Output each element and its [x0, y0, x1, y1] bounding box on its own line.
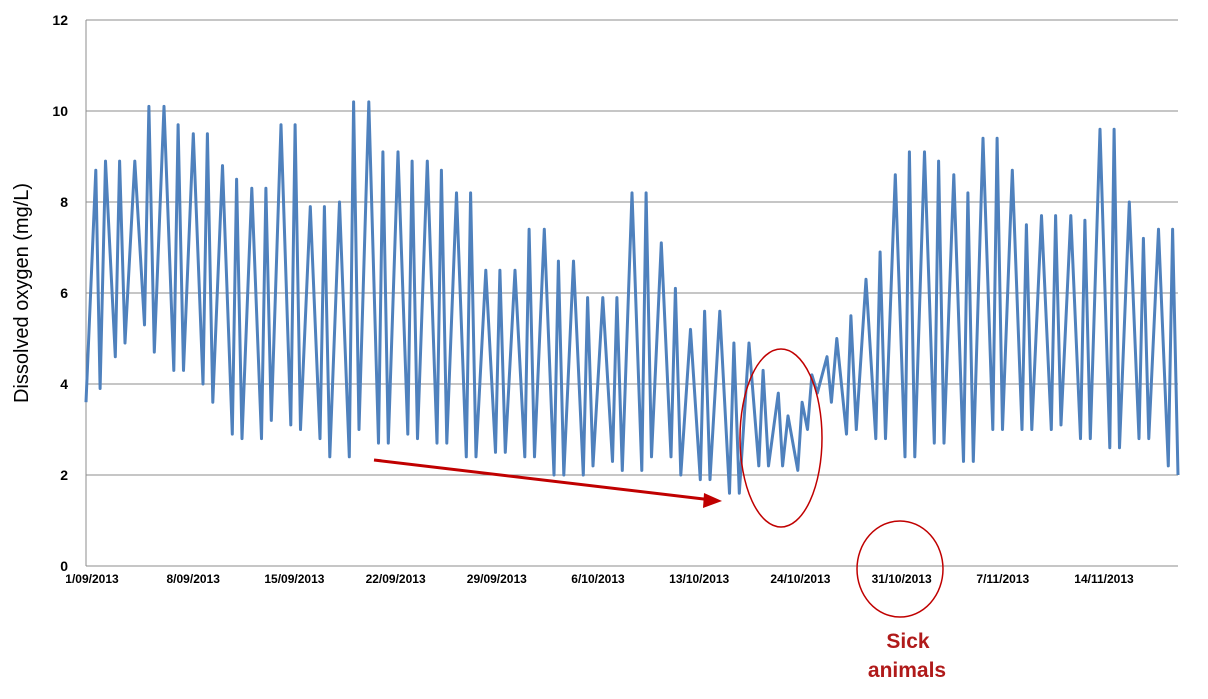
axes — [85, 20, 1178, 567]
trend-arrow — [373, 458, 713, 502]
sick-label-line1: Sick — [886, 630, 930, 653]
x-tick-labels: 1/09/2013 8/09/2013 15/09/2013 22/09/2013 29… — [65, 572, 1134, 586]
x-tick-label: 14/11/2013 — [1074, 572, 1134, 586]
x-tick-label: 15/09/2013 — [264, 572, 324, 586]
series-group — [84, 100, 1180, 495]
y-tick-labels: 0 2 4 6 8 10 12 — [52, 12, 68, 574]
y-tick-label: 4 — [60, 376, 68, 392]
y-axis-label: Dissolved oxygen (mg/L) — [11, 183, 33, 403]
sick-animals-circle — [856, 520, 944, 618]
y-tick-label: 12 — [52, 12, 68, 28]
x-tick-label: 7/11/2013 — [976, 572, 1029, 586]
sick-label-line2: animals — [868, 659, 946, 682]
y-tick-label: 0 — [60, 558, 68, 574]
y-tick-label: 6 — [60, 285, 68, 301]
x-tick-label: 8/09/2013 — [167, 572, 221, 586]
y-tick-label: 8 — [60, 194, 68, 210]
x-tick-label: 24/10/2013 — [770, 572, 830, 586]
x-tick-label: 22/09/2013 — [366, 572, 426, 586]
x-tick-label: 6/10/2013 — [571, 572, 625, 586]
series-line — [84, 100, 1180, 495]
y-tick-label: 10 — [52, 103, 68, 119]
x-tick-label: 31/10/2013 — [872, 572, 932, 586]
x-tick-label: 29/09/2013 — [467, 572, 527, 586]
y-tick-label: 2 — [60, 467, 68, 483]
x-tick-label: 13/10/2013 — [669, 572, 729, 586]
decline-circle — [739, 348, 823, 528]
trend-arrow-head — [703, 493, 722, 508]
x-tick-label: 1/09/2013 — [65, 572, 119, 586]
annotations: Sick animals — [373, 348, 946, 682]
